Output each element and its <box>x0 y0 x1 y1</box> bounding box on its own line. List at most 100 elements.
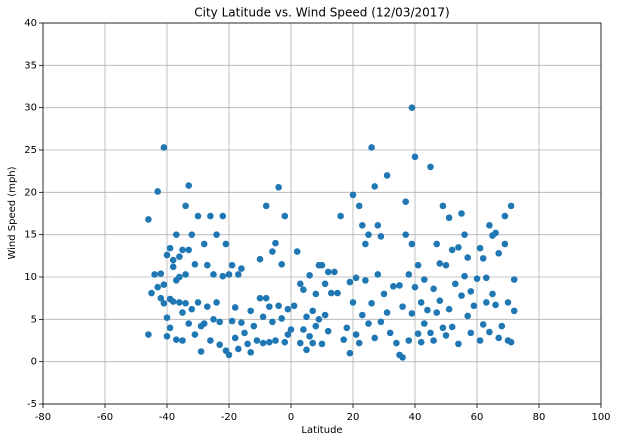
x-tick-label: 20 <box>347 412 360 423</box>
point <box>510 307 518 315</box>
y-tick-label: 35 <box>24 60 37 71</box>
point <box>262 294 270 302</box>
point <box>461 231 468 238</box>
point <box>349 299 357 306</box>
point <box>483 299 490 306</box>
point <box>154 283 161 291</box>
point <box>374 271 382 278</box>
point <box>256 294 264 302</box>
point <box>272 337 279 344</box>
y-tick-label: 25 <box>24 145 37 156</box>
point <box>393 339 400 347</box>
point <box>228 317 236 325</box>
point <box>318 261 326 269</box>
point <box>479 255 487 262</box>
point <box>312 322 320 330</box>
point <box>445 305 453 313</box>
point <box>241 329 248 337</box>
point <box>293 248 301 255</box>
point <box>145 331 152 338</box>
point <box>324 327 332 335</box>
point <box>501 212 509 220</box>
point <box>414 261 422 269</box>
point <box>281 212 289 220</box>
point <box>297 280 304 288</box>
point <box>225 351 233 359</box>
point <box>433 240 441 248</box>
point <box>374 222 382 229</box>
point <box>269 248 276 255</box>
point <box>235 271 242 278</box>
y-tick-label: 40 <box>24 18 37 29</box>
point <box>191 261 199 268</box>
point <box>256 255 264 263</box>
point <box>479 321 487 328</box>
point <box>470 302 478 310</box>
point <box>507 338 515 346</box>
point <box>185 246 192 254</box>
x-tick-label: 60 <box>471 412 484 423</box>
point <box>306 272 313 279</box>
point <box>427 163 434 171</box>
point <box>185 320 192 327</box>
point <box>486 328 493 336</box>
point <box>266 338 273 346</box>
y-tick-label: -5 <box>27 399 37 410</box>
point <box>247 349 254 356</box>
point <box>424 306 431 314</box>
grid: -80 -60 -40 -20 0 20 40 60 80 100 -5 0 5 10 15 20 25 30 35… <box>24 18 610 423</box>
point <box>284 331 292 338</box>
point <box>430 337 437 344</box>
point <box>312 290 320 298</box>
point <box>179 337 186 344</box>
point <box>207 337 214 344</box>
point <box>194 212 202 220</box>
point <box>157 294 165 302</box>
point <box>427 329 434 337</box>
point <box>452 280 459 288</box>
point <box>166 244 174 252</box>
point <box>324 268 332 276</box>
point <box>510 276 518 283</box>
point <box>383 172 391 179</box>
point <box>402 198 410 205</box>
point <box>231 304 239 311</box>
point <box>169 263 177 271</box>
point <box>421 320 428 327</box>
point <box>309 339 317 347</box>
point <box>411 153 419 161</box>
point <box>166 324 174 332</box>
point <box>371 183 379 190</box>
y-tick-label: 0 <box>31 357 37 368</box>
point <box>300 326 307 333</box>
point <box>411 283 419 291</box>
point <box>445 214 453 222</box>
point <box>436 260 444 267</box>
point <box>290 302 298 310</box>
point <box>278 315 286 322</box>
point <box>337 212 344 220</box>
point <box>346 349 354 357</box>
point <box>179 309 186 316</box>
point <box>433 309 441 316</box>
point <box>408 240 416 248</box>
point <box>476 244 484 252</box>
point <box>219 212 227 220</box>
plot-frame <box>42 22 602 405</box>
points <box>145 104 518 361</box>
point <box>448 246 456 254</box>
point <box>331 268 338 276</box>
point <box>455 244 462 251</box>
point <box>467 288 475 295</box>
point <box>461 272 468 280</box>
point <box>262 202 270 210</box>
x-tick-label: 80 <box>533 412 546 423</box>
point <box>346 278 354 286</box>
point <box>213 299 220 306</box>
point <box>405 337 413 344</box>
point <box>368 144 375 151</box>
x-tick-label: -40 <box>159 412 175 423</box>
point <box>362 277 369 284</box>
point <box>284 305 292 313</box>
point <box>448 323 456 331</box>
